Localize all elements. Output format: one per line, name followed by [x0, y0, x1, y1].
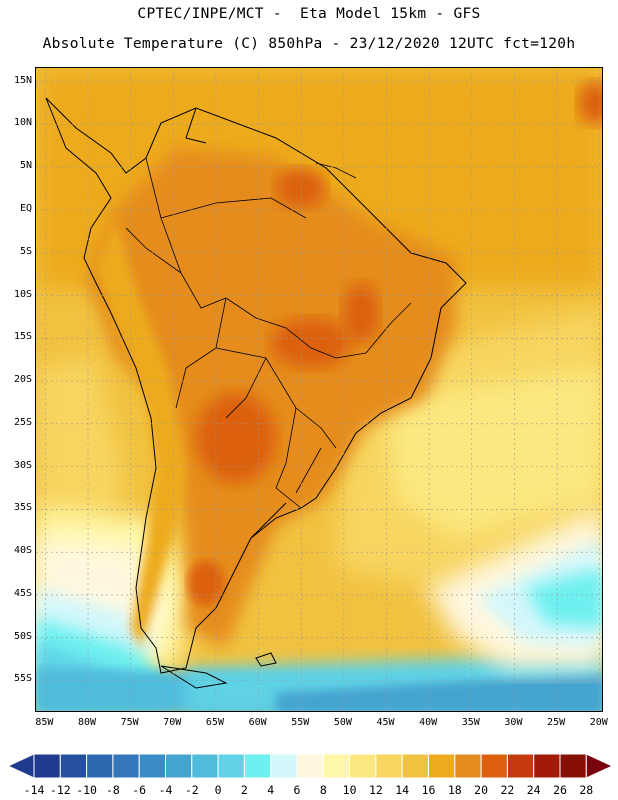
colorbar-tick-label: 22	[500, 783, 515, 797]
lon-tick-label: 75W	[120, 717, 139, 728]
colorbar-tick-label: -10	[76, 783, 97, 797]
lon-tick-label: 40W	[419, 717, 438, 728]
colorbar-swatch	[138, 753, 166, 779]
colorbar-tick-label: 8	[319, 783, 327, 797]
lon-tick-label: 45W	[376, 717, 395, 728]
colorbar-tick-label: -8	[105, 783, 120, 797]
colorbar-swatch	[59, 753, 88, 779]
coastlines	[45, 97, 467, 689]
colorbar-swatch	[243, 753, 272, 779]
colorbar-swatch	[506, 753, 535, 779]
colorbar-over-triangle	[585, 753, 614, 779]
colorbar-tick-label: 0	[214, 783, 222, 797]
lat-tick-label: 40S	[13, 545, 32, 557]
lon-tick-label: 60W	[248, 717, 267, 728]
lat-tick-label: 25S	[13, 416, 32, 428]
colorbar-swatch	[480, 753, 508, 779]
lat-tick-label: 15S	[13, 331, 32, 343]
colorbar-swatch	[217, 753, 245, 779]
lat-tick-label: 10N	[13, 117, 32, 129]
lon-tick-label: 85W	[35, 717, 54, 728]
lat-tick-label: 20S	[13, 374, 32, 386]
colorbar-swatch	[165, 753, 193, 779]
lat-tick-label: 55S	[13, 673, 32, 685]
lon-tick-label: 55W	[291, 717, 310, 728]
lon-tick-label: 70W	[163, 717, 182, 728]
colorbar-tick-label: 26	[553, 783, 567, 797]
lat-tick-label: 50S	[13, 630, 32, 642]
lat-tick-label: 15N	[13, 74, 32, 86]
lat-tick-label: 5N	[19, 160, 32, 172]
colorbar-tick-label: 16	[421, 783, 436, 797]
country-borders	[125, 157, 412, 509]
colorbar-swatch	[191, 753, 219, 779]
lon-tick-label: 50W	[333, 717, 352, 728]
colorbar-swatch	[349, 753, 377, 779]
colorbar-tick-label: 12	[368, 783, 383, 797]
colorbar-tick-label: -2	[184, 783, 199, 797]
colorbar-tick-label: 4	[267, 783, 275, 797]
colorbar-swatch	[428, 753, 456, 779]
map-title: CPTEC/INPE/MCT - Eta Model 15km - GFS	[137, 6, 481, 22]
lat-tick-label: EQ	[19, 203, 32, 214]
colorbar-swatch	[559, 753, 587, 779]
colorbar-tick-label: 2	[240, 783, 248, 797]
lat-tick-label: 5S	[19, 245, 32, 257]
colorbar-swatch	[533, 753, 561, 779]
lon-tick-label: 30W	[504, 717, 523, 728]
colorbar-swatch	[112, 753, 140, 779]
lon-tick-label: 35W	[461, 717, 480, 728]
colorbar-swatch	[375, 753, 403, 779]
lat-tick-label: 10S	[13, 288, 32, 300]
colorbar-tick-label: -12	[49, 783, 71, 797]
colorbar-tick-label: -14	[23, 783, 45, 797]
lon-tick-label: 25W	[547, 717, 566, 728]
colorbar-swatch	[322, 753, 351, 779]
lat-tick-label: 45S	[13, 587, 32, 599]
colorbar-tick-label: 6	[293, 783, 301, 797]
colorbar-swatch	[86, 753, 114, 779]
colorbar-tick-label: 18	[447, 783, 462, 797]
colorbar-tick-label: -6	[132, 783, 147, 797]
colorbar-swatch	[454, 753, 482, 779]
colorbar-tick-label: 28	[579, 783, 594, 797]
lon-tick-label: 20W	[589, 717, 608, 728]
map-canvas	[36, 68, 602, 711]
temperature-field	[36, 68, 602, 711]
colorbar-tick-label: 24	[526, 783, 541, 797]
lat-tick-label: 35S	[13, 502, 32, 514]
lon-tick-label: 80W	[77, 717, 97, 728]
map-subtitle: Absolute Temperature (C) 850hPa - 23/12/…	[42, 36, 576, 52]
lat-tick-label: 30S	[13, 459, 32, 471]
colorbar-tick-label: 10	[342, 783, 357, 797]
colorbar	[6, 753, 614, 779]
lon-tick-label: 65W	[205, 717, 224, 728]
colorbar-tick-label: 20	[474, 783, 489, 797]
colorbar-under-triangle	[6, 753, 35, 779]
colorbar-swatch	[33, 753, 61, 779]
colorbar-swatch	[296, 753, 324, 779]
temperature-map	[35, 67, 603, 712]
colorbar-tick-label: 14	[395, 783, 410, 797]
colorbar-tick-label: -4	[158, 783, 173, 797]
colorbar-swatch	[270, 753, 298, 779]
colorbar-swatch	[401, 753, 430, 779]
